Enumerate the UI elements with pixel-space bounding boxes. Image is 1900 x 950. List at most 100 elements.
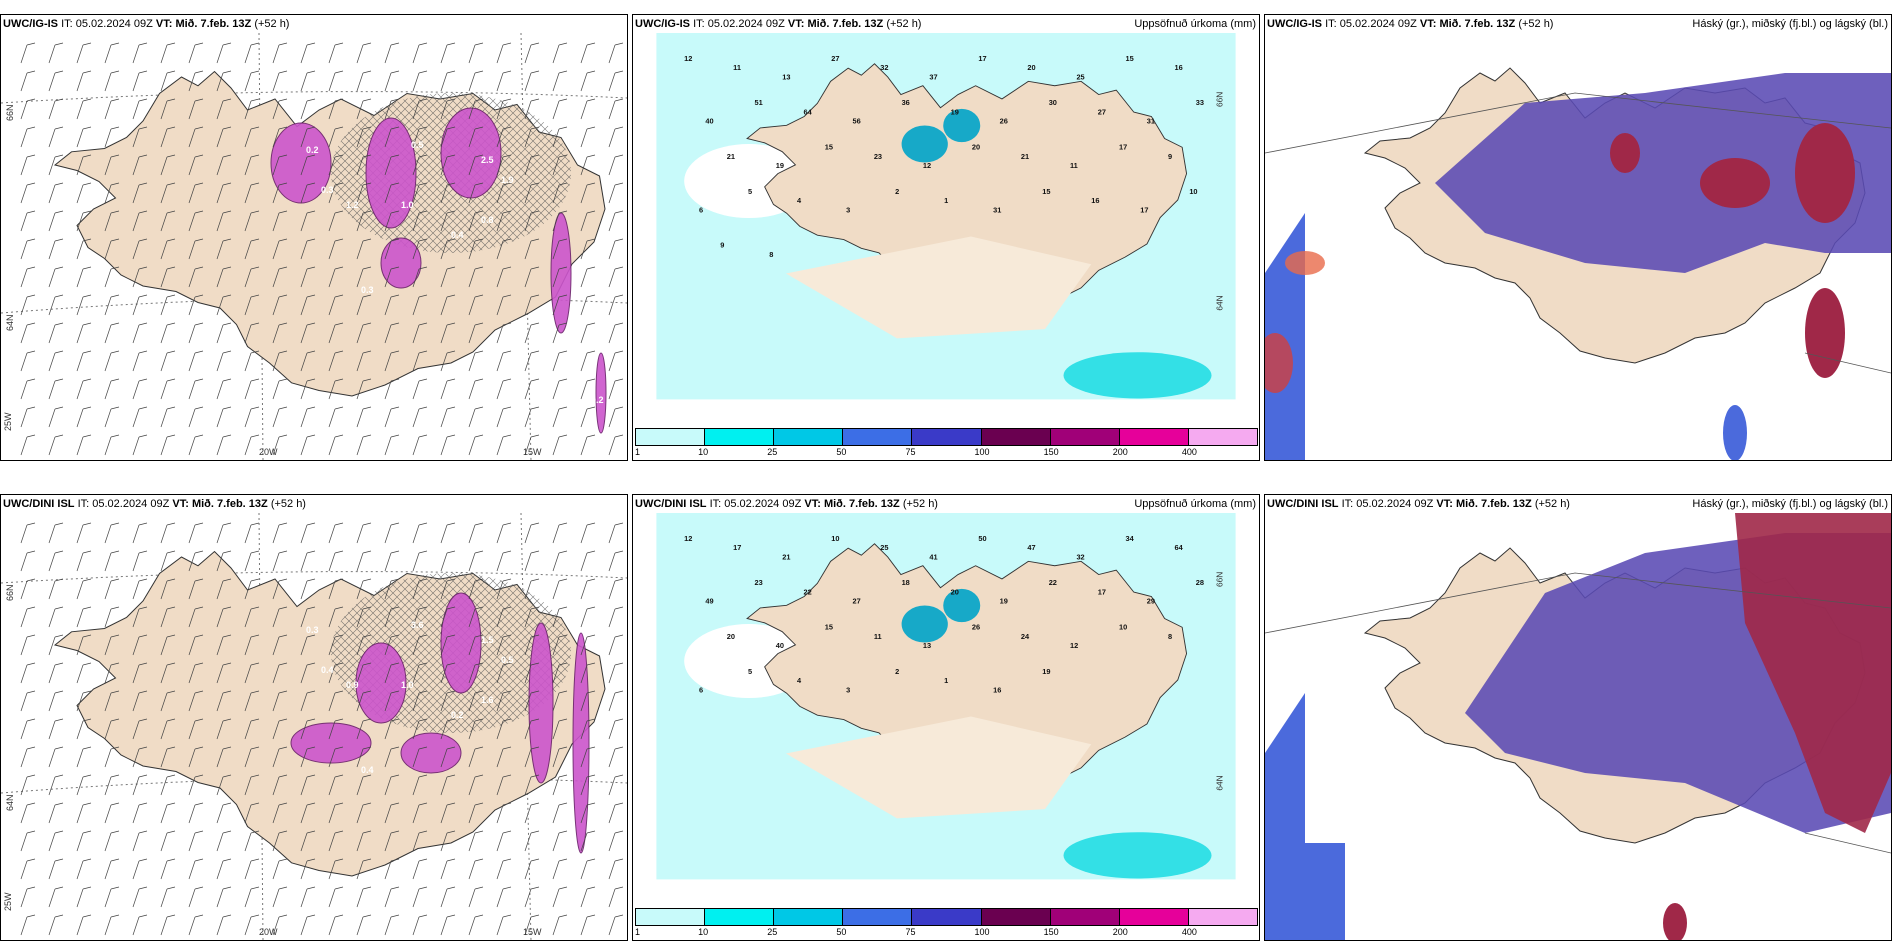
- precip-value: 15: [1125, 54, 1133, 63]
- precip-value: 0.4: [451, 230, 464, 240]
- precip-value: 20: [727, 632, 735, 641]
- wind-barb-flag: [334, 914, 344, 918]
- wind-barb: [20, 692, 28, 712]
- wind-barb: [20, 748, 28, 768]
- precip-value: 10: [1189, 187, 1197, 196]
- wind-barb: [272, 832, 280, 852]
- wind-barb-flag: [530, 718, 540, 722]
- precip-value: 30: [1049, 98, 1057, 107]
- wind-barb-flag: [614, 522, 624, 526]
- wind-barb-flag: [474, 830, 484, 834]
- wind-barb-flag: [82, 70, 92, 74]
- wind-barb: [496, 664, 504, 684]
- wind-barb-flag: [558, 238, 568, 242]
- wind-barb: [608, 748, 616, 768]
- wind-barb: [580, 212, 588, 232]
- wind-barb-flag: [306, 182, 316, 186]
- wind-barb-flag: [418, 406, 428, 410]
- wind-barb: [20, 212, 28, 232]
- wind-barb-flag: [390, 126, 400, 130]
- wind-barb: [412, 832, 420, 852]
- wind-barb: [216, 692, 224, 712]
- wind-barb: [48, 72, 56, 92]
- wind-barb: [440, 524, 448, 544]
- wind-barb-flag: [474, 774, 484, 778]
- wind-barb-flag: [166, 154, 176, 158]
- cloud-map: [1265, 33, 1891, 460]
- wind-barb: [48, 608, 56, 628]
- wind-barb: [524, 860, 532, 880]
- wind-barb-flag: [222, 182, 232, 186]
- wind-barb: [48, 128, 56, 148]
- wind-barb: [132, 128, 140, 148]
- wind-barb-flag: [138, 294, 148, 298]
- wind-barb-flag: [474, 266, 484, 270]
- wind-barb-flag: [390, 634, 400, 638]
- wind-barb: [468, 692, 476, 712]
- wind-barb: [132, 184, 140, 204]
- wind-barb-flag: [306, 294, 316, 298]
- wind-barb: [272, 692, 280, 712]
- wind-barb: [552, 832, 560, 852]
- panel-title: Uppsöfnuð úrkoma (mm): [1134, 498, 1256, 510]
- wind-barb-flag: [362, 182, 372, 186]
- wind-barb: [216, 408, 224, 428]
- wind-barb-flag: [334, 606, 344, 610]
- precip-value: 41: [929, 552, 937, 561]
- wind-barb: [104, 832, 112, 852]
- wind-barb-flag: [82, 746, 92, 750]
- colorbar-cell: [1049, 908, 1120, 926]
- wind-barb: [132, 552, 140, 572]
- wind-barb-flag: [530, 266, 540, 270]
- wind-barb-flag: [138, 634, 148, 638]
- wind-barb: [552, 212, 560, 232]
- wind-barb-flag: [586, 182, 596, 186]
- wind-barb-flag: [390, 434, 400, 438]
- wind-barb-flag: [474, 182, 484, 186]
- colorbar-label: 150: [1043, 927, 1059, 937]
- wind-barb: [468, 608, 476, 628]
- wind-barb-flag: [250, 690, 260, 694]
- wind-barb: [328, 636, 336, 656]
- lat-line: [1, 571, 627, 584]
- wind-barb-flag: [558, 606, 568, 610]
- wind-barb-flag: [306, 550, 316, 554]
- wind-barb: [244, 156, 252, 176]
- wind-barb-flag: [250, 914, 260, 918]
- wind-barb: [608, 268, 616, 288]
- border-line: [1804, 832, 1891, 854]
- wind-barb: [48, 832, 56, 852]
- wind-barb-flag: [530, 238, 540, 242]
- wind-barb: [300, 832, 308, 852]
- colorbar-label: 200: [1112, 447, 1128, 457]
- wind-barb: [300, 184, 308, 204]
- wind-barb: [608, 860, 616, 880]
- wind-barb: [188, 608, 196, 628]
- wind-barb: [188, 832, 196, 852]
- wind-barb: [384, 128, 392, 148]
- wind-barb-flag: [418, 70, 428, 74]
- wind-barb: [244, 72, 252, 92]
- wind-barb: [468, 804, 476, 824]
- wind-barb-flag: [530, 858, 540, 862]
- wind-barb-flag: [26, 914, 36, 918]
- wind-barb: [48, 296, 56, 316]
- precip-value: 56: [853, 117, 861, 126]
- wind-barb-flag: [530, 690, 540, 694]
- wind-barb: [468, 776, 476, 796]
- wind-barb: [440, 888, 448, 908]
- wind-barb-flag: [222, 858, 232, 862]
- wind-barb: [524, 776, 532, 796]
- colorbar-cell: [842, 428, 913, 446]
- wind-barb-flag: [166, 126, 176, 130]
- wind-barb: [20, 156, 28, 176]
- wind-barb: [552, 776, 560, 796]
- wind-barb-flag: [222, 350, 232, 354]
- wind-barb: [524, 380, 532, 400]
- wind-barb-flag: [194, 550, 204, 554]
- wind-barb-flag: [82, 322, 92, 326]
- wind-barb-flag: [54, 42, 64, 46]
- wind-barb: [356, 524, 364, 544]
- wind-barb: [328, 268, 336, 288]
